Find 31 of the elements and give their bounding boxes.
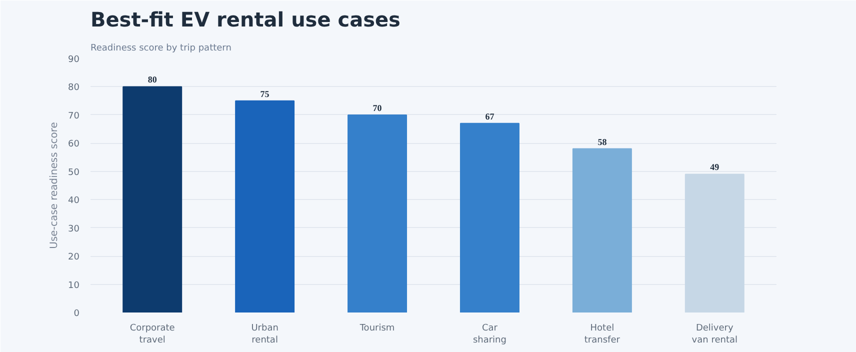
chart-subtitle: Readiness score by trip pattern (90, 44, 232, 54)
bar (684, 174, 744, 312)
y-tick-label: 90 (68, 55, 80, 65)
bar (235, 100, 295, 312)
data-label: 75 (260, 88, 270, 99)
x-tick-label: Corporate travel (130, 324, 176, 346)
data-label: 49 (710, 162, 720, 172)
data-label: 67 (485, 111, 495, 122)
y-tick-label: 80 (68, 83, 80, 94)
bar (348, 114, 408, 312)
y-tick-label: 40 (68, 196, 80, 206)
data-label: 70 (372, 102, 382, 113)
bar (122, 86, 182, 312)
data-label: 58 (598, 136, 608, 147)
y-axis-title: Use-case readiness score (49, 122, 60, 249)
y-tick-label: 70 (68, 111, 80, 122)
bar (572, 148, 632, 312)
y-tick-label: 60 (68, 140, 80, 150)
bar (460, 122, 520, 312)
y-tick-label: 10 (68, 280, 80, 291)
y-tick-label: 20 (68, 252, 80, 263)
x-tick-label: Car sharing (472, 324, 506, 346)
x-tick-label: Delivery van rental (692, 324, 738, 346)
x-tick-label: Tourism (358, 324, 395, 334)
x-tick-label: Hotel transfer (584, 324, 620, 346)
y-tick-label: 50 (68, 168, 80, 178)
chart-title: Best-fit EV rental use cases (90, 8, 400, 32)
data-label: 80 (148, 74, 158, 85)
x-tick-label: Urban rental (251, 324, 278, 346)
y-tick-label: 0 (74, 309, 80, 319)
y-tick-label: 30 (68, 224, 80, 234)
